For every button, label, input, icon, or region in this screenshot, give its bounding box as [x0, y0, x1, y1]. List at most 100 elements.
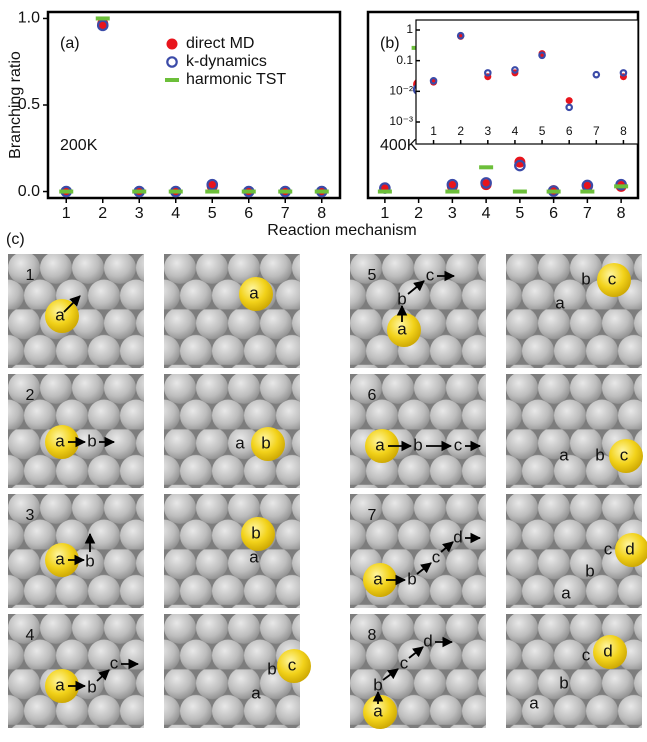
mechanism-number: 3 [26, 507, 35, 524]
arrow [440, 541, 454, 553]
dash [168, 189, 183, 194]
y-tick-label: 0.1 [396, 53, 413, 67]
atom-label: b [585, 561, 594, 580]
mechanism-number: 7 [368, 507, 377, 524]
atom-label: c [582, 645, 591, 664]
atom-label: b [559, 673, 568, 692]
point [565, 103, 573, 112]
point [446, 178, 459, 191]
y-tick-label: 10⁻² [389, 84, 413, 98]
mechanism-tile: a b 2 [8, 374, 144, 488]
atom-label: a [235, 433, 245, 452]
mechanism-tile: ab c 5 [350, 254, 486, 368]
mechanism-tile: a bcd 7 [350, 494, 486, 608]
mechanism-tile: a bc d [506, 614, 642, 728]
atom-label: b [87, 677, 96, 696]
mechanism-number: 8 [368, 627, 377, 644]
atom-label: d [603, 641, 612, 660]
mechanism-tile: abc d [506, 494, 647, 608]
point [456, 31, 465, 40]
inset-frame [415, 19, 639, 145]
x-tick-label: 2 [457, 124, 464, 138]
mechanism-tile: a b c 6 [350, 374, 486, 488]
x-tick-label: 7 [281, 205, 290, 222]
atom-label: c [400, 653, 409, 672]
x-tick-label: 4 [171, 205, 180, 222]
atom-label: a [555, 293, 565, 312]
dash [241, 189, 256, 194]
atom-label: b [397, 289, 406, 308]
surface [164, 254, 300, 368]
point [429, 77, 438, 85]
atom-label: a [251, 683, 261, 702]
atom-label: a [529, 693, 539, 712]
surface [164, 614, 300, 728]
legend-label: k-dynamics [186, 53, 267, 70]
dash [205, 189, 220, 194]
dash [132, 189, 147, 194]
adatom [609, 439, 643, 473]
dash [445, 189, 460, 194]
x-tick-label: 4 [482, 205, 491, 222]
adatom [615, 533, 647, 567]
x-tick-label: 3 [448, 205, 457, 222]
y-axis-label: Branching ratio [7, 51, 24, 159]
surface [164, 494, 300, 608]
atom-label: b [85, 551, 94, 570]
dash [278, 189, 293, 194]
surface [350, 254, 486, 368]
annotation: 400K [380, 137, 418, 154]
mechanism-number: 5 [368, 267, 377, 284]
dash [614, 184, 629, 189]
mechanism-number: 2 [26, 387, 35, 404]
atom-label: b [87, 431, 96, 450]
atom-label: a [397, 319, 407, 338]
annotation: 200K [60, 137, 98, 154]
point [480, 177, 492, 189]
x-tick-label: 5 [539, 124, 546, 138]
arrow [63, 295, 81, 313]
x-tick-label: 1 [430, 124, 437, 138]
atom-label: c [604, 539, 613, 558]
atom-label: c [454, 435, 463, 454]
adatom [365, 429, 399, 463]
atom-label: a [55, 675, 65, 694]
x-tick-label: 8 [617, 205, 626, 222]
legend-label: direct MD [186, 35, 254, 52]
atom-label: a [55, 431, 65, 450]
x-tick-label: 7 [583, 205, 592, 222]
adatom [597, 263, 631, 297]
atom-label: a [373, 701, 383, 720]
point [206, 178, 219, 191]
legend-marker [166, 56, 178, 68]
point [484, 69, 492, 77]
adatom [387, 313, 421, 347]
x-tick-label: 3 [135, 205, 144, 222]
dash [95, 16, 110, 21]
dash [512, 189, 527, 194]
dash [546, 189, 561, 194]
atom-label: a [375, 435, 385, 454]
panel-label: (b) [380, 35, 400, 52]
x-tick-label: 4 [512, 124, 519, 138]
point [96, 19, 109, 32]
x-tick-label: 6 [244, 205, 253, 222]
point [619, 69, 628, 77]
y-tick-label: 10⁻³ [389, 114, 413, 128]
surface [8, 374, 144, 488]
atom-label: c [432, 547, 441, 566]
surface [350, 374, 486, 488]
adatom [241, 517, 275, 551]
atom-label: a [249, 547, 259, 566]
surface [8, 614, 144, 728]
atom-label: c [288, 655, 297, 674]
arrow [96, 669, 110, 682]
atom-label: b [267, 659, 276, 678]
mechanism-tile: a b 3 [8, 494, 144, 608]
atom-label: c [426, 265, 435, 284]
x-tick-label: 8 [317, 205, 326, 222]
atom-label: b [261, 433, 270, 452]
